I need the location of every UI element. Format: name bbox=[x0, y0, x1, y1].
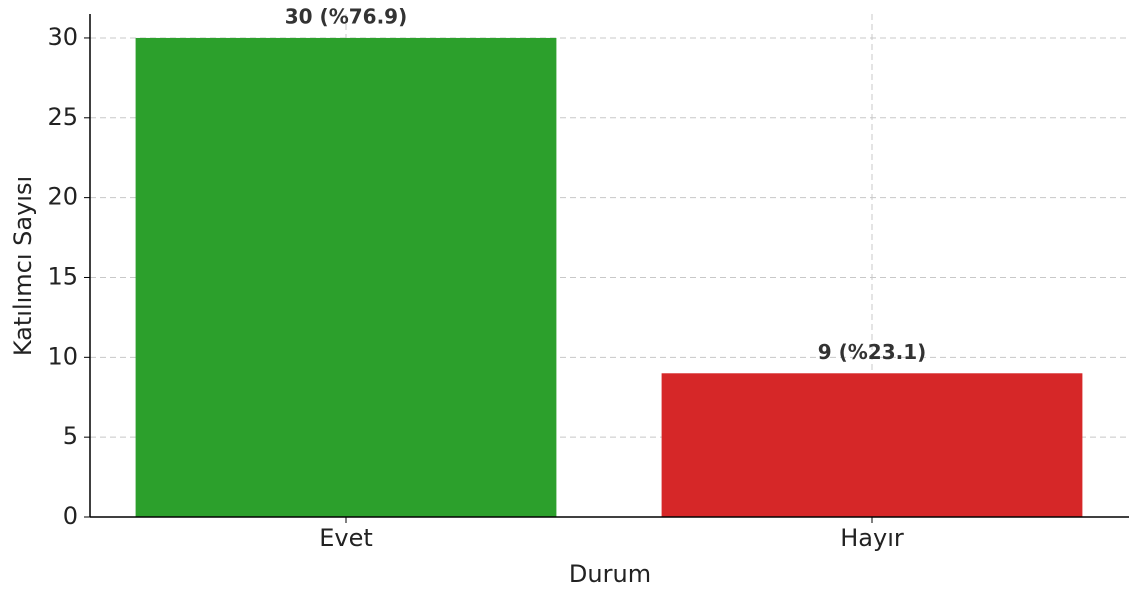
bar bbox=[661, 373, 1083, 517]
y-tick-label: 30 bbox=[47, 23, 78, 51]
y-tick-label: 10 bbox=[47, 342, 78, 370]
bar bbox=[135, 37, 557, 517]
value-label: 30 (%76.9) bbox=[285, 4, 407, 28]
value-label: 9 (%23.1) bbox=[818, 340, 927, 364]
x-axis-label: Durum bbox=[569, 560, 651, 588]
x-tick-label: Hayır bbox=[840, 524, 904, 552]
y-axis-label: Katılımcı Sayısı bbox=[9, 176, 37, 356]
y-tick-label: 25 bbox=[47, 103, 78, 131]
y-tick-label: 0 bbox=[63, 502, 78, 530]
y-tick-label: 20 bbox=[47, 183, 78, 211]
y-tick-label: 5 bbox=[63, 422, 78, 450]
x-tick-label: Evet bbox=[319, 524, 373, 552]
y-tick-label: 15 bbox=[47, 262, 78, 290]
